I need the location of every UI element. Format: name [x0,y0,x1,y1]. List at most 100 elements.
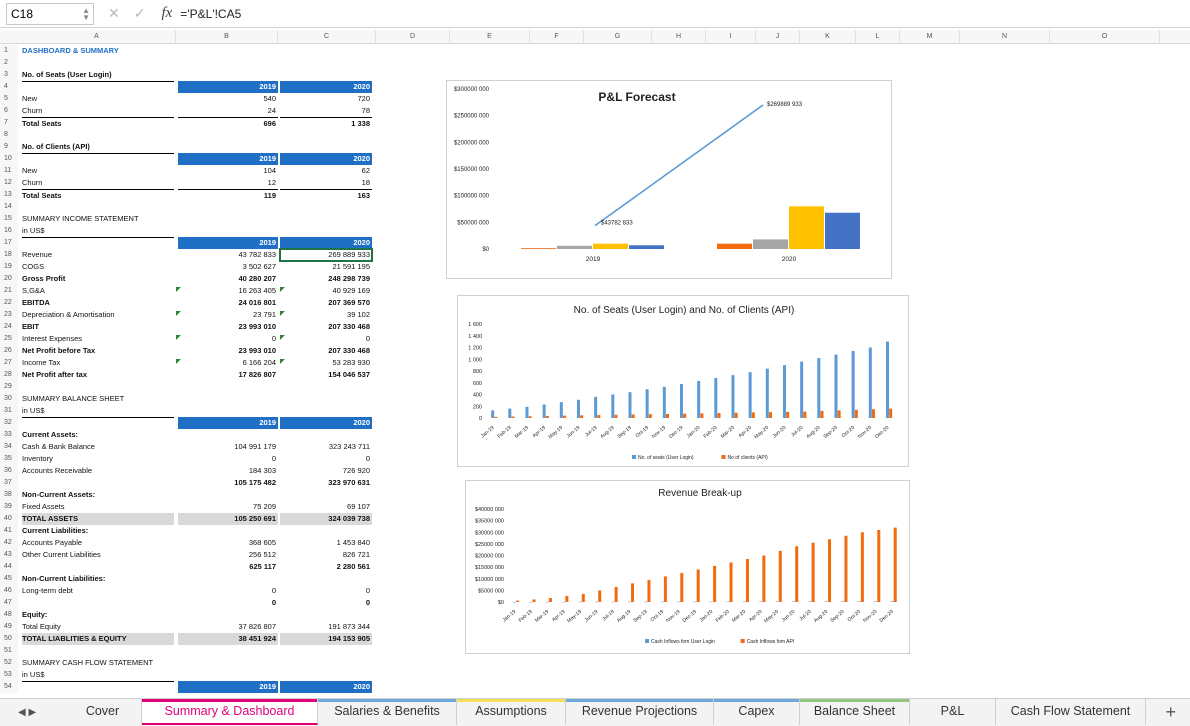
row-number[interactable]: 12 [0,177,18,189]
cell-2019[interactable]: 104 [263,166,276,175]
row-number[interactable]: 17 [0,237,18,249]
sheet-row[interactable]: 45 Non-Current Liabilities: [0,573,1190,585]
cell-2019[interactable]: 3 502 627 [242,262,276,271]
column-header-k[interactable]: K [800,30,856,44]
row-number[interactable]: 44 [0,561,18,573]
row-label[interactable]: Depreciation & Amortisation [22,310,115,319]
column-header-l[interactable]: L [856,30,900,44]
sheet-row[interactable]: 37 105 175 482 323 970 631 [0,477,1190,489]
row-number[interactable]: 15 [0,213,18,225]
sheet-row[interactable]: 48 Equity: [0,609,1190,621]
cell-2019[interactable]: 37 826 807 [238,622,276,631]
sheet-row[interactable]: 51 [0,645,1190,657]
row-label[interactable]: New [22,94,38,103]
error-indicator-icon[interactable] [280,359,285,364]
cell-2020[interactable]: 0 [365,454,370,463]
tab-capex[interactable]: Capex [714,699,800,725]
sheet-row[interactable]: 31 in US$ [0,405,1190,418]
row-label[interactable]: Gross Profit [22,274,66,283]
error-indicator-icon[interactable] [176,359,181,364]
sheet-row[interactable]: 13 Total Seats 119 163 [0,189,1190,201]
sheet-row[interactable]: 27 Income Tax 6 166 204 53 283 930 [0,357,1190,369]
row-number[interactable]: 22 [0,297,18,309]
row-label[interactable]: Total Seats [22,117,174,130]
row-number[interactable]: 36 [0,465,18,477]
add-sheet-button[interactable]: + [1165,702,1176,722]
tab-scroll-arrows[interactable]: ◀ ▶ [18,707,37,718]
cell-2019[interactable]: 184 303 [248,466,276,475]
row-label[interactable]: No. of Clients (API) [22,141,174,154]
cell-2019[interactable]: 6 166 204 [242,358,276,367]
row-label[interactable]: Interest Expenses [22,334,83,343]
cell-2019[interactable]: 105 250 691 [178,513,278,525]
row-number[interactable]: 33 [0,429,18,441]
sheet-row[interactable]: 53 in US$ [0,669,1190,682]
row-label[interactable]: Income Tax [22,358,61,367]
cancel-icon[interactable]: ✕ [108,5,120,21]
row-number[interactable]: 43 [0,549,18,561]
cell-2020[interactable]: 21 591 195 [332,262,370,271]
row-number[interactable]: 3 [0,69,18,81]
sheet-row[interactable]: 5 New 540 720 [0,93,1190,105]
column-header-i[interactable]: I [706,30,756,44]
cell-2019[interactable]: 17 826 807 [238,370,276,379]
column-header-e[interactable]: E [450,30,530,44]
cell-2020[interactable]: 18 [361,178,370,187]
row-number[interactable]: 5 [0,93,18,105]
sheet-row[interactable]: 36 Accounts Receivable 184 303 726 920 [0,465,1190,477]
row-number[interactable]: 45 [0,573,18,585]
revenue-breakup-chart[interactable]: Revenue Break-up $0 $5000 000 $10000 000 $15… [465,480,910,654]
cell-2019[interactable]: 2019 [178,237,278,249]
row-label[interactable]: COGS [22,262,45,271]
row-number[interactable]: 11 [0,165,18,177]
column-header-m[interactable]: M [900,30,960,44]
cell-2020[interactable]: 2020 [280,153,372,165]
seats-clients-chart[interactable]: No. of Seats (User Login) and No. of Cli… [457,295,909,467]
column-header-b[interactable]: B [176,30,278,44]
sheet-row[interactable]: 28 Net Profit after tax 17 826 807 154 046 … [0,369,1190,381]
sheet-row[interactable]: 42 Accounts Payable 368 605 1 453 840 [0,537,1190,549]
cell-2020[interactable]: 2 280 561 [336,562,370,571]
column-header-g[interactable]: G [584,30,652,44]
cell-2020[interactable]: 2020 [280,237,372,249]
sheet-row[interactable]: 54 2019 2020 [0,681,1190,693]
row-label[interactable]: SUMMARY BALANCE SHEET [22,394,125,403]
sheet-row[interactable]: 29 [0,381,1190,393]
sheet-row[interactable]: 46 Long-term debt 0 0 [0,585,1190,597]
row-label[interactable]: EBIT [22,322,40,331]
row-label[interactable]: S,G&A [22,286,45,295]
sheet-row[interactable]: 17 2019 2020 [0,237,1190,249]
name-box[interactable]: C18 ▲ ▼ [6,2,94,25]
sheet-row[interactable]: 7 Total Seats 696 1 338 [0,117,1190,129]
sheet-row[interactable]: 3 No. of Seats (User Login) [0,69,1190,82]
cell-2020[interactable]: 324 039 738 [280,513,372,525]
row-number[interactable]: 40 [0,513,18,525]
sheet-row[interactable]: 12 Churn 12 18 [0,177,1190,189]
cell-2020[interactable]: 720 [357,94,370,103]
row-label[interactable]: SUMMARY INCOME STATEMENT [22,214,139,223]
row-number[interactable]: 26 [0,345,18,357]
sheet-row[interactable]: 10 2019 2020 [0,153,1190,165]
cell-2019[interactable]: 23 791 [253,310,276,319]
cell-2019[interactable]: 40 280 207 [238,274,276,283]
row-label[interactable]: in US$ [22,225,174,238]
cell-2019[interactable]: 540 [263,94,276,103]
cell-2020[interactable]: 40 929 169 [332,286,370,295]
sheet-row[interactable]: 39 Fixed Assets 75 209 69 107 [0,501,1190,513]
cell-2019[interactable]: 104 991 179 [234,442,276,451]
row-number[interactable]: 53 [0,669,18,681]
row-number[interactable]: 34 [0,441,18,453]
sheet-row[interactable]: 26 Net Profit before Tax 23 993 010 207 330… [0,345,1190,357]
row-label[interactable]: Revenue [22,250,53,259]
column-header-h[interactable]: H [652,30,706,44]
sheet-row[interactable]: 23 Depreciation & Amortisation 23 791 39 10… [0,309,1190,321]
row-number[interactable]: 19 [0,261,18,273]
row-label[interactable]: Current Liabilities: [22,526,89,535]
cell-2019[interactable]: 24 016 801 [238,298,276,307]
row-label[interactable]: Other Current Liabilities [22,550,101,559]
row-number[interactable]: 6 [0,105,18,117]
row-label[interactable]: in US$ [22,669,174,682]
cell-2019[interactable]: 2019 [178,681,278,693]
cell-2019[interactable]: 38 451 924 [178,633,278,645]
row-label[interactable]: Net Profit after tax [22,370,88,379]
